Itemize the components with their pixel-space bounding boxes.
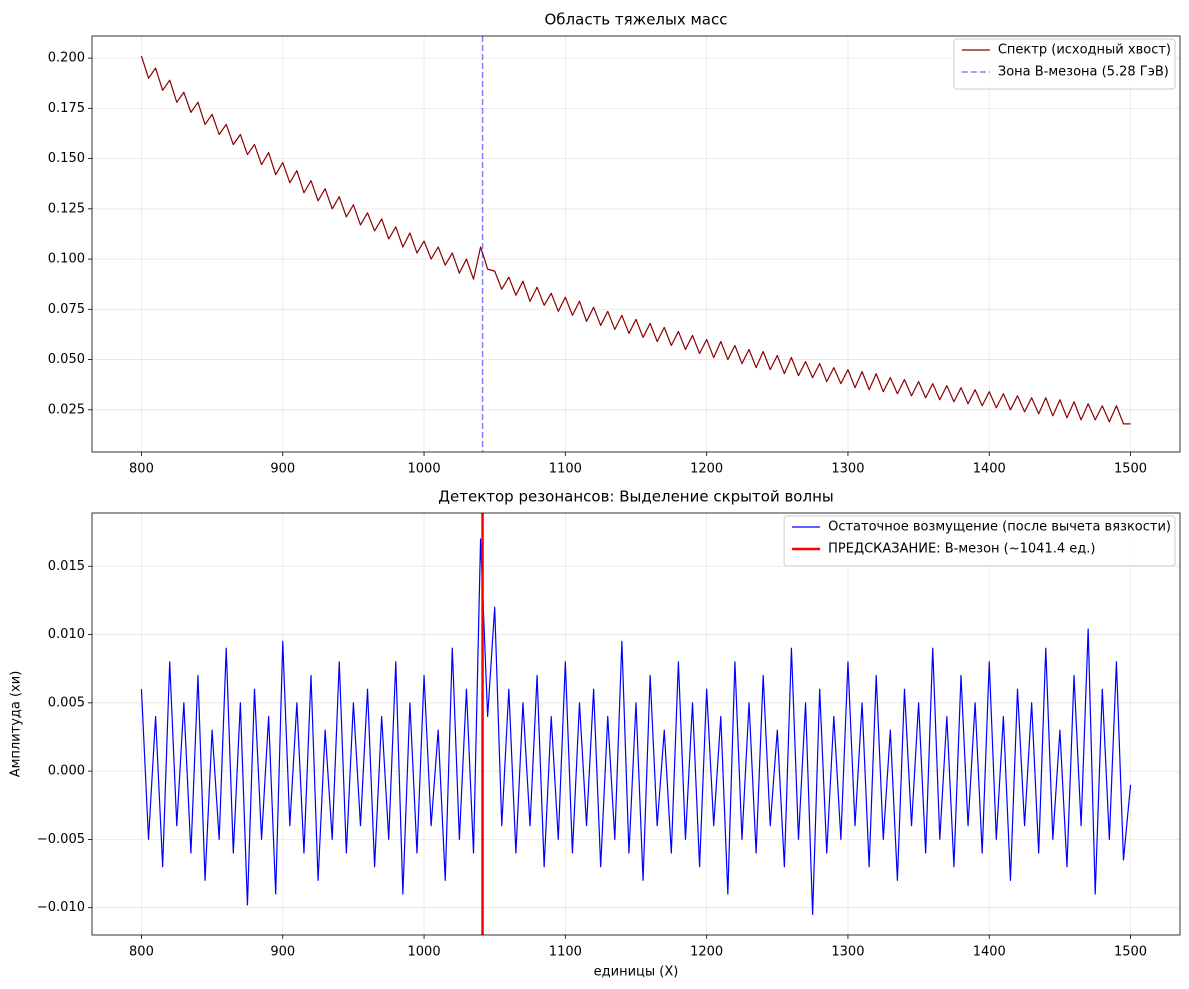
data-line bbox=[140, 55, 1131, 425]
x-tick-label: 1100 bbox=[549, 462, 582, 477]
y-tick-label: 0.050 bbox=[48, 352, 85, 367]
y-tick-label: 0.005 bbox=[48, 695, 85, 710]
y-tick-label: 0.010 bbox=[48, 627, 85, 642]
x-tick-label: 1300 bbox=[831, 462, 864, 477]
legend: Спектр (исходный хвост) Зона B-мезона (5.… bbox=[953, 38, 1176, 90]
y-tick-label: 0.015 bbox=[48, 559, 85, 574]
x-tick-label: 1500 bbox=[1114, 462, 1147, 477]
axes-title: Детектор резонансов: Выделение скрытой в… bbox=[438, 488, 833, 506]
x-tick-label: 1200 bbox=[690, 462, 723, 477]
x-tick-label: 1200 bbox=[690, 945, 723, 960]
y-tick-label: 0.100 bbox=[48, 252, 85, 267]
y-tick-label: 0.075 bbox=[48, 302, 85, 317]
legend-frame bbox=[953, 38, 1176, 90]
legend-label: Спектр (исходный хвост) bbox=[998, 43, 1171, 58]
x-tick-label: 1100 bbox=[549, 945, 582, 960]
x-tick-label: 1400 bbox=[973, 945, 1006, 960]
y-tick-label: 0.150 bbox=[48, 151, 85, 166]
x-tick-label: 1400 bbox=[973, 462, 1006, 477]
legend-frame bbox=[783, 515, 1176, 567]
x-tick-label: 1300 bbox=[831, 945, 864, 960]
plot-area bbox=[140, 513, 1132, 935]
axes-frame bbox=[91, 512, 1181, 936]
legend-label: Остаточное возмущение (после вычета вязк… bbox=[828, 520, 1171, 535]
axes-title: Область тяжелых масс bbox=[544, 11, 727, 29]
y-axis-label: Амплитуда (хи) bbox=[9, 671, 24, 778]
legend: Остаточное возмущение (после вычета вязк… bbox=[783, 515, 1176, 567]
x-tick-label: 1500 bbox=[1114, 945, 1147, 960]
axes-frame bbox=[91, 35, 1181, 453]
plot-area bbox=[140, 36, 1131, 452]
x-tick-label: 800 bbox=[129, 462, 154, 477]
y-tick-label: −0.010 bbox=[37, 900, 85, 915]
x-tick-label: 900 bbox=[270, 945, 295, 960]
y-tick-label: 0.200 bbox=[48, 51, 85, 66]
y-tick-label: −0.005 bbox=[37, 832, 85, 847]
x-tick-label: 900 bbox=[270, 462, 295, 477]
x-axis-label: единицы (X) bbox=[594, 965, 679, 980]
y-tick-label: 0.125 bbox=[48, 201, 85, 216]
x-tick-label: 1000 bbox=[408, 945, 441, 960]
y-tick-label: 0.000 bbox=[48, 764, 85, 779]
y-tick-label: 0.175 bbox=[48, 101, 85, 116]
y-tick-label: 0.025 bbox=[48, 402, 85, 417]
x-tick-label: 1000 bbox=[408, 462, 441, 477]
legend-label: Зона B-мезона (5.28 ГэВ) bbox=[998, 65, 1169, 80]
legend-label: ПРЕДСКАЗАНИЕ: B-мезон (~1041.4 ед.) bbox=[828, 542, 1095, 557]
data-line bbox=[140, 538, 1132, 916]
x-tick-label: 800 bbox=[129, 945, 154, 960]
